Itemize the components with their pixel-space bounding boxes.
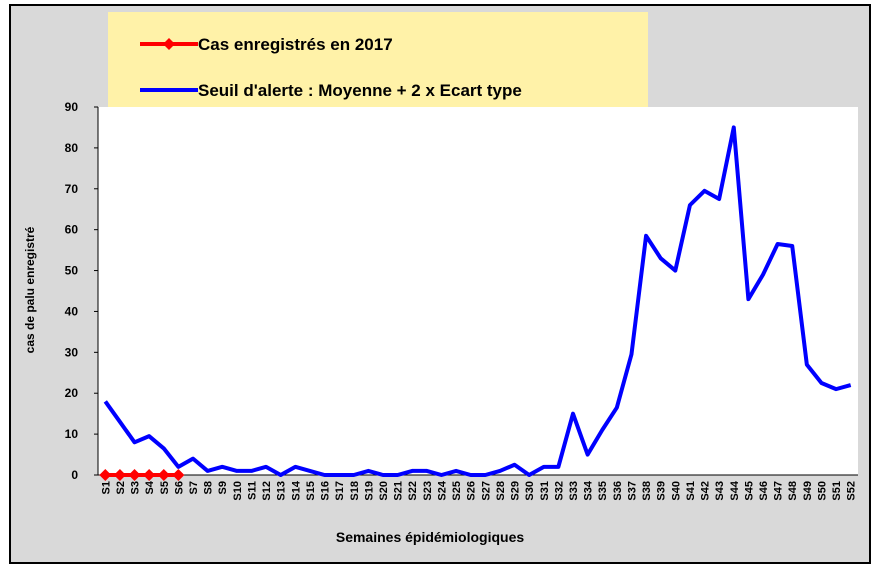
x-tick-label: S29 [510, 481, 522, 501]
x-tick-label: S9 [217, 481, 229, 494]
series-line [103, 125, 852, 477]
x-tick-label: S24 [436, 480, 448, 500]
series-marker [172, 469, 185, 481]
series-marker [113, 469, 126, 481]
y-tick-label: 90 [65, 100, 79, 114]
x-tick-label: S11 [246, 481, 258, 500]
x-tick-label: S51 [831, 481, 843, 501]
x-tick-label: S12 [261, 481, 273, 501]
x-tick-label: S39 [656, 481, 668, 501]
x-tick-label: S41 [685, 481, 697, 501]
x-tick-label: S3 [130, 481, 142, 494]
series-marker [99, 469, 112, 481]
x-tick-label: S47 [773, 481, 785, 501]
x-tick-label: S14 [290, 480, 302, 500]
x-tick-label: S38 [641, 481, 653, 501]
y-axis-title: cas de palu enregistré [23, 226, 37, 353]
x-tick-label: S46 [758, 481, 770, 501]
x-tick-label: S49 [802, 481, 814, 501]
x-tick-label: S10 [232, 481, 244, 501]
y-tick-label: 30 [65, 345, 79, 359]
y-tick-label: 80 [65, 141, 79, 155]
x-tick-label: S17 [334, 481, 346, 501]
x-tick-label: S18 [349, 481, 361, 501]
x-tick-label: S20 [378, 481, 390, 501]
y-tick-label: 60 [65, 223, 79, 237]
x-tick-label: S27 [480, 481, 492, 501]
x-tick-label: S21 [393, 481, 405, 501]
x-tick-label: S26 [466, 481, 478, 501]
y-tick-label: 10 [65, 427, 79, 441]
x-axis-title: Semaines épidémiologiques [336, 529, 524, 545]
x-tick-label: S4 [144, 480, 156, 494]
x-tick-label: S35 [597, 481, 609, 501]
x-tick-label: S19 [363, 481, 375, 501]
x-tick-label: S43 [714, 481, 726, 501]
x-tick-label: S52 [846, 481, 858, 501]
y-tick-label: 40 [65, 304, 79, 318]
x-tick-label: S6 [173, 481, 185, 494]
legend-label: Cas enregistrés en 2017 [198, 35, 393, 54]
x-tick-label: S22 [407, 481, 419, 501]
x-tick-label: S42 [700, 481, 712, 501]
legend-marker [163, 38, 175, 50]
series-marker [157, 469, 170, 481]
x-tick-label: S5 [159, 481, 171, 494]
x-tick-label: S33 [568, 481, 580, 501]
x-tick-label: S15 [305, 481, 317, 501]
x-tick-label: S36 [612, 481, 624, 501]
series-marker [128, 469, 141, 481]
x-tick-label: S44 [729, 480, 741, 500]
x-tick-label: S23 [422, 481, 434, 501]
x-tick-label: S13 [276, 481, 288, 501]
x-tick-label: S31 [539, 481, 551, 501]
y-tick-label: 50 [65, 264, 79, 278]
x-tick-label: S40 [670, 481, 682, 501]
series-marker [143, 469, 156, 481]
y-tick-label: 0 [71, 468, 78, 482]
x-tick-label: S45 [743, 481, 755, 501]
plot-area [98, 107, 858, 475]
x-tick-label: S50 [816, 481, 828, 501]
x-tick-label: S34 [583, 480, 595, 500]
y-tick-label: 70 [65, 182, 79, 196]
x-tick-label: S30 [524, 481, 536, 501]
x-tick-label: S37 [626, 481, 638, 501]
x-tick-label: S16 [320, 481, 332, 501]
x-tick-label: S25 [451, 481, 463, 501]
x-tick-label: S7 [188, 481, 200, 494]
x-tick-label: S28 [495, 481, 507, 501]
x-tick-label: S8 [203, 481, 215, 494]
y-tick-label: 20 [65, 386, 79, 400]
x-tick-label: S32 [553, 481, 565, 501]
legend-label: Seuil d'alerte : Moyenne + 2 x Ecart typ… [198, 81, 522, 100]
x-tick-label: S2 [115, 481, 127, 494]
x-tick-label: S48 [787, 481, 799, 501]
x-tick-label: S1 [100, 481, 112, 494]
